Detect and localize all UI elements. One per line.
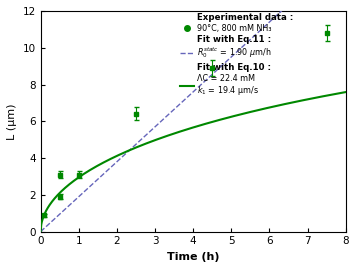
- X-axis label: Time (h): Time (h): [167, 252, 219, 262]
- Legend: Experimental data :, 90°C, 800 mM NH₃, Fit with Eq.11 :, $R_0^{statc}$ = 1.90 $\: Experimental data :, 90°C, 800 mM NH₃, F…: [178, 11, 295, 99]
- Y-axis label: L (μm): L (μm): [7, 103, 17, 140]
